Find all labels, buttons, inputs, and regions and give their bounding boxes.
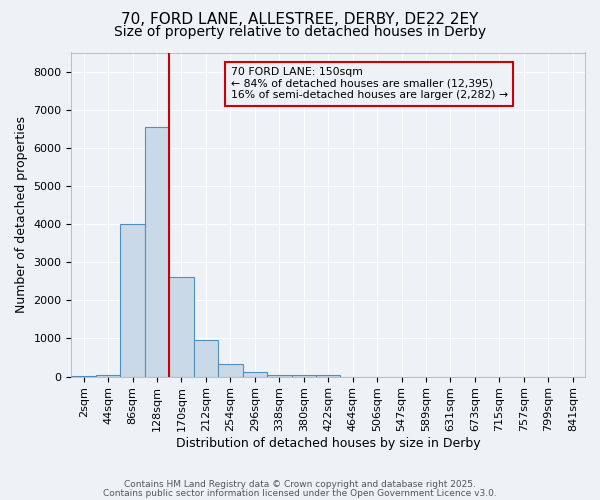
Bar: [267, 374, 292, 376]
Y-axis label: Number of detached properties: Number of detached properties: [15, 116, 28, 313]
X-axis label: Distribution of detached houses by size in Derby: Distribution of detached houses by size …: [176, 437, 481, 450]
Text: 70 FORD LANE: 150sqm
← 84% of detached houses are smaller (12,395)
16% of semi-d: 70 FORD LANE: 150sqm ← 84% of detached h…: [230, 67, 508, 100]
Bar: [316, 374, 340, 376]
Bar: [218, 364, 242, 376]
Text: Contains public sector information licensed under the Open Government Licence v3: Contains public sector information licen…: [103, 489, 497, 498]
Bar: [145, 127, 169, 376]
Bar: [194, 340, 218, 376]
Bar: [169, 278, 194, 376]
Text: Size of property relative to detached houses in Derby: Size of property relative to detached ho…: [114, 25, 486, 39]
Bar: [242, 372, 267, 376]
Text: 70, FORD LANE, ALLESTREE, DERBY, DE22 2EY: 70, FORD LANE, ALLESTREE, DERBY, DE22 2E…: [121, 12, 479, 28]
Bar: [121, 224, 145, 376]
Text: Contains HM Land Registry data © Crown copyright and database right 2025.: Contains HM Land Registry data © Crown c…: [124, 480, 476, 489]
